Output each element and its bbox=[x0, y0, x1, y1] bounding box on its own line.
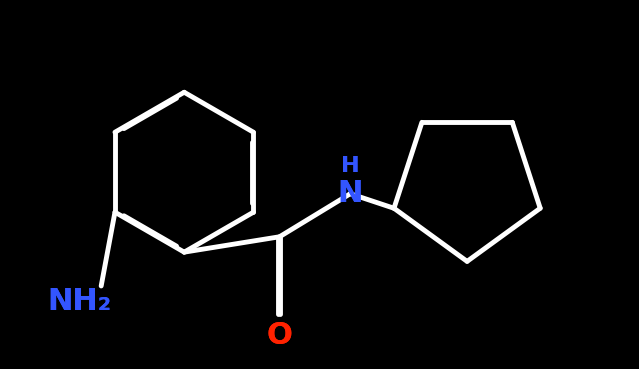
Text: H: H bbox=[341, 156, 360, 176]
Text: N: N bbox=[337, 179, 363, 208]
Text: NH₂: NH₂ bbox=[47, 287, 112, 316]
Text: NH₂: NH₂ bbox=[47, 287, 112, 316]
Text: O: O bbox=[266, 321, 293, 350]
Text: H: H bbox=[341, 156, 360, 176]
Text: N: N bbox=[337, 179, 363, 208]
Text: O: O bbox=[266, 321, 293, 350]
